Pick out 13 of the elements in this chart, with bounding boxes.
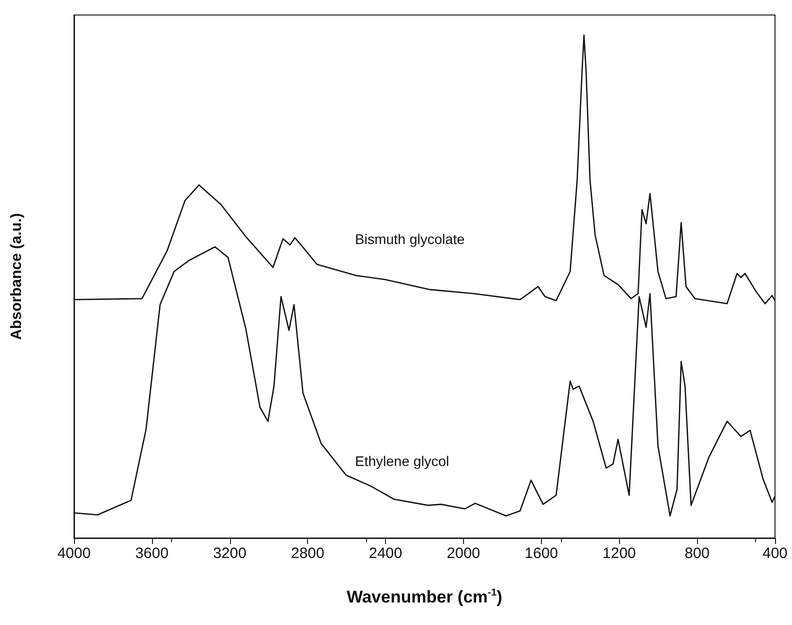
x-tick-label: 4000: [57, 545, 91, 562]
x-tick-label: 800: [684, 545, 710, 562]
x-tick-label: 2400: [368, 545, 402, 562]
series-label: Bismuth glycolate: [355, 231, 465, 247]
x-tick-label: 2000: [446, 545, 480, 562]
x-tick-label: 400: [762, 545, 788, 562]
y-axis-title: Absorbance (a.u.): [8, 213, 25, 340]
x-tick-label: 3200: [213, 545, 246, 562]
x-tick-label: 1600: [524, 545, 558, 562]
x-tick-label: 3600: [135, 545, 169, 562]
series-label: Ethylene glycol: [355, 453, 450, 469]
x-tick-label: 2800: [290, 545, 324, 562]
x-tick-label: 1200: [602, 545, 636, 562]
